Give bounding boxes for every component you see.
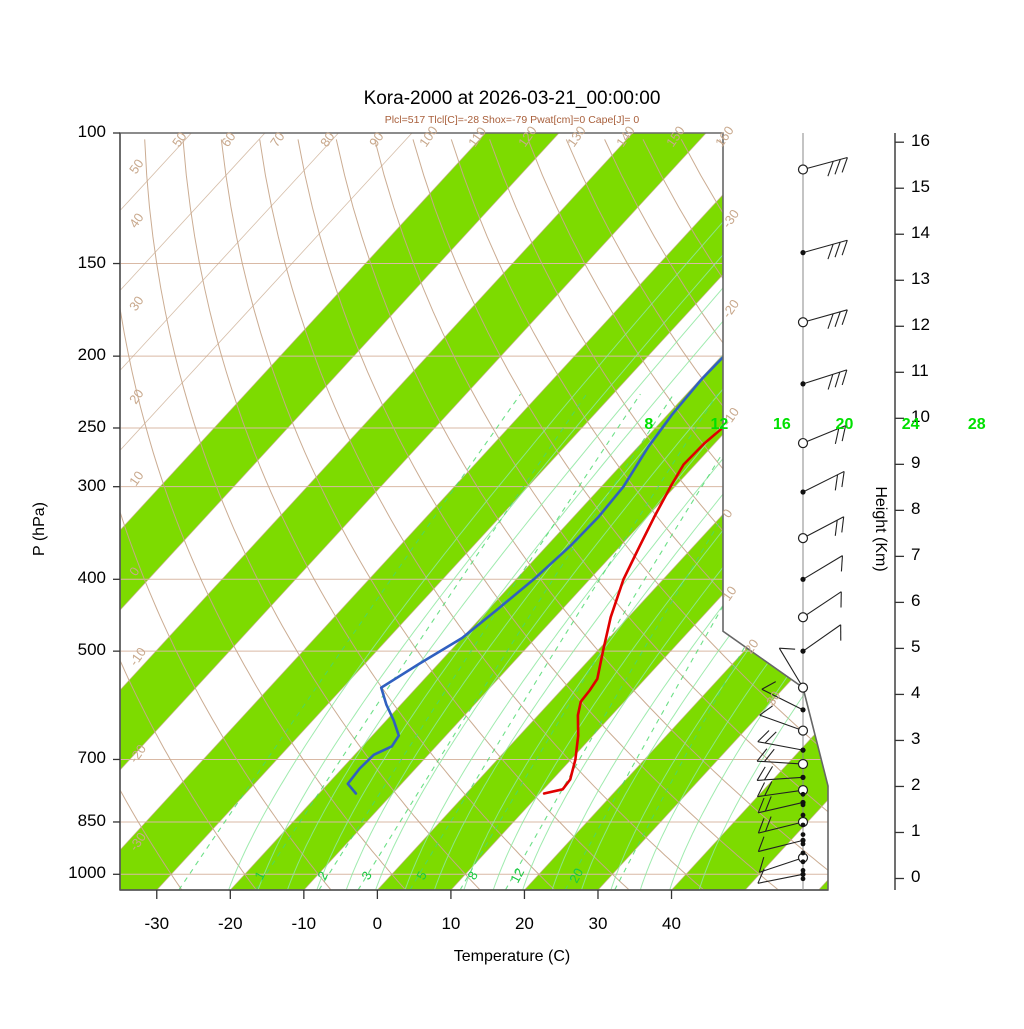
- height-tick-label: 5: [911, 637, 951, 657]
- wind-barb: [803, 517, 844, 538]
- wind-level-marker-filled: [800, 707, 805, 712]
- temperature-tick-label: 30: [568, 914, 628, 934]
- theta-e-label: 8: [644, 416, 653, 434]
- wind-level-marker-filled: [801, 842, 806, 847]
- wind-level-marker-open: [799, 318, 808, 327]
- temperature-tick-label: -20: [200, 914, 260, 934]
- wind-level-marker-filled: [801, 859, 806, 864]
- wind-level-marker-open: [799, 760, 808, 769]
- pressure-tick-label: 500: [36, 640, 106, 660]
- x-axis-title: Temperature (C): [0, 948, 1024, 966]
- height-axis-title: Height (Km): [871, 449, 889, 609]
- pressure-tick-label: 250: [36, 417, 106, 437]
- pressure-tick-label: 400: [36, 568, 106, 588]
- wind-barb: [803, 592, 841, 618]
- wind-level-marker-filled: [801, 868, 806, 873]
- temperature-tick-label: 10: [421, 914, 481, 934]
- wind-level-marker-filled: [801, 851, 806, 856]
- wind-barb: [803, 471, 844, 492]
- height-tick-label: 0: [911, 867, 951, 887]
- wind-barb: [760, 706, 803, 731]
- height-tick-label: 15: [911, 177, 951, 197]
- pressure-tick-label: 150: [36, 253, 106, 273]
- temperature-tick-label: 0: [347, 914, 407, 934]
- wind-level-marker-filled: [800, 775, 805, 780]
- theta-e-label: 28: [968, 416, 986, 434]
- height-tick-label: 2: [911, 775, 951, 795]
- wind-barb: [803, 310, 847, 329]
- wind-level-marker-filled: [801, 802, 806, 807]
- pressure-tick-label: 300: [36, 476, 106, 496]
- height-tick-label: 14: [911, 223, 951, 243]
- temperature-tick-label: -30: [127, 914, 187, 934]
- height-tick-label: 9: [911, 453, 951, 473]
- theta-e-label: 20: [836, 416, 854, 434]
- wind-barb: [803, 370, 847, 390]
- wind-level-marker-filled: [801, 792, 806, 797]
- pressure-tick-label: 850: [36, 811, 106, 831]
- pressure-tick-label: 100: [36, 122, 106, 142]
- wind-level-marker-open: [799, 613, 808, 622]
- wind-level-marker-filled: [801, 876, 806, 881]
- temperature-tick-label: -10: [274, 914, 334, 934]
- temperature-tick-label: 20: [494, 914, 554, 934]
- wind-barb: [758, 731, 803, 751]
- wind-level-marker-filled: [800, 381, 805, 386]
- temperature-tick-label: 40: [642, 914, 702, 934]
- wind-level-marker-filled: [800, 577, 805, 582]
- pressure-tick-label: 200: [36, 345, 106, 365]
- wind-level-marker-filled: [800, 250, 805, 255]
- height-tick-label: 13: [911, 269, 951, 289]
- height-tick-label: 7: [911, 545, 951, 565]
- wind-level-marker-filled: [801, 823, 806, 828]
- wind-level-marker-open: [799, 165, 808, 174]
- wind-level-marker-open: [799, 726, 808, 735]
- height-tick-label: 11: [911, 361, 951, 381]
- height-tick-label: 4: [911, 683, 951, 703]
- wind-level-marker-open: [799, 534, 808, 543]
- height-tick-label: 16: [911, 131, 951, 151]
- wind-barb: [803, 240, 847, 259]
- pressure-tick-label: 700: [36, 748, 106, 768]
- wind-barb: [803, 158, 847, 177]
- wind-barb: [803, 625, 841, 651]
- wind-level-marker-filled: [800, 489, 805, 494]
- wind-level-marker-open: [799, 683, 808, 692]
- height-tick-label: 1: [911, 821, 951, 841]
- height-tick-label: 12: [911, 315, 951, 335]
- pressure-tick-label: 1000: [36, 863, 106, 883]
- wind-level-marker-filled: [801, 813, 806, 818]
- wind-level-marker-filled: [800, 748, 805, 753]
- wind-level-marker-filled: [801, 832, 806, 837]
- theta-e-label: 24: [902, 416, 920, 434]
- wind-level-marker-open: [799, 439, 808, 448]
- theta-e-label: 16: [773, 416, 791, 434]
- height-tick-label: 3: [911, 729, 951, 749]
- wind-level-marker-filled: [800, 649, 805, 654]
- wind-barb: [803, 556, 842, 580]
- height-tick-label: 6: [911, 591, 951, 611]
- height-tick-label: 8: [911, 499, 951, 519]
